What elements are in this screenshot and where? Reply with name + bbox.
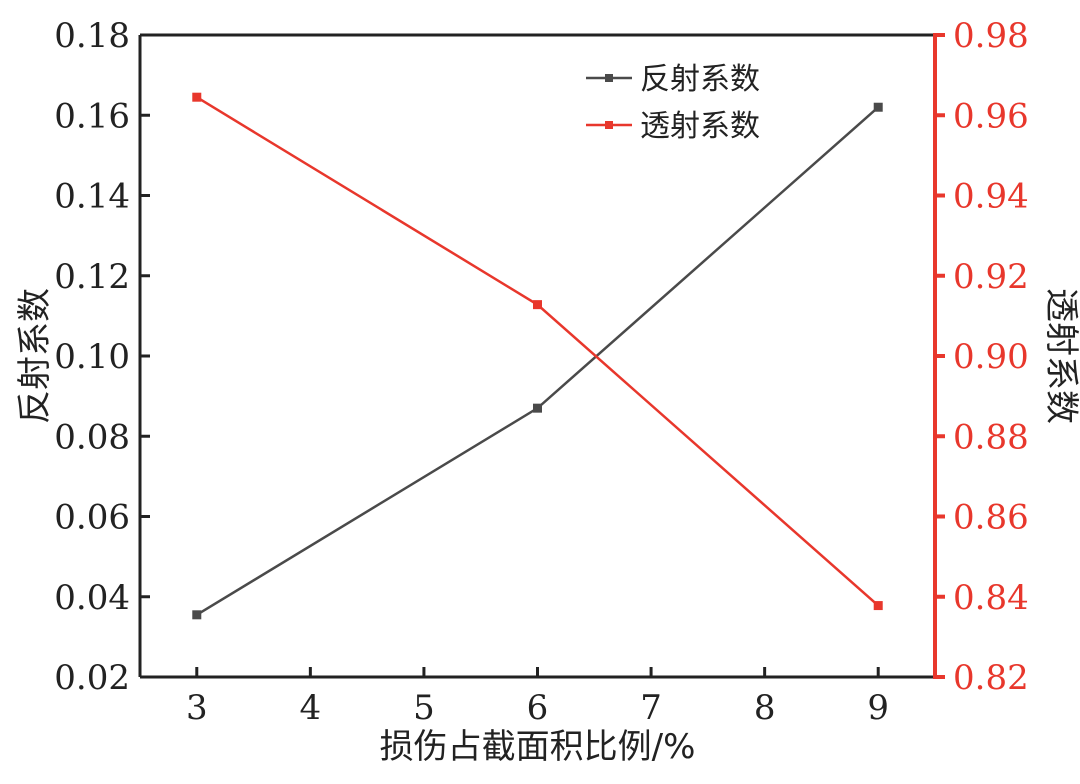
y-axis-right: 0.82 0.84 0.86 0.88 0.90 0.92 0.94 0.96 0.98: [933, 16, 1029, 698]
x-tick-label: 5: [413, 688, 435, 728]
data-point-reflection: [192, 610, 202, 620]
x-axis-title: 损伤占截面积比例/%: [380, 727, 696, 767]
legend: 反射系数 透射系数: [586, 62, 760, 144]
right-y-tick-label: 0.84: [953, 578, 1029, 618]
x-axis: 3 4 5 6 7 8 9: [186, 667, 889, 728]
x-tick-label: 7: [640, 688, 662, 728]
series-line-reflection: [196, 106, 880, 616]
right-y-tick-label: 0.96: [953, 96, 1029, 136]
right-y-axis-title: 透射系数: [1041, 288, 1080, 424]
x-tick-label: 6: [527, 688, 549, 728]
left-y-tick-label: 0.06: [54, 498, 130, 538]
right-y-tick-label: 0.90: [953, 337, 1029, 377]
series-line-transmission: [196, 96, 880, 607]
data-point-transmission: [873, 601, 883, 611]
data-point-reflection: [533, 403, 542, 413]
left-y-tick-label: 0.16: [54, 96, 130, 136]
right-y-tick-label: 0.86: [953, 498, 1029, 538]
left-y-tick-label: 0.04: [54, 578, 130, 618]
data-point-transmission: [533, 300, 542, 310]
left-y-tick-label: 0.14: [54, 177, 130, 217]
left-y-tick-label: 0.18: [54, 16, 130, 56]
data-point-reflection: [873, 102, 883, 112]
x-tick-label: 9: [867, 688, 889, 728]
x-tick-label: 3: [186, 688, 208, 728]
left-y-tick-label: 0.12: [54, 257, 130, 297]
legend-label-reflection: 反射系数: [640, 62, 760, 97]
right-y-tick-label: 0.98: [953, 16, 1029, 56]
right-y-tick-label: 0.92: [953, 257, 1029, 297]
left-y-tick-label: 0.10: [54, 337, 130, 377]
left-y-tick-label: 0.08: [54, 417, 130, 457]
right-y-tick-label: 0.88: [953, 417, 1029, 457]
plot-frame: [138, 33, 937, 679]
legend-marker-reflection: [605, 74, 613, 82]
left-y-tick-label: 0.02: [54, 658, 130, 698]
right-y-tick-label: 0.82: [953, 658, 1029, 698]
legend-label-transmission: 透射系数: [640, 109, 760, 144]
right-y-tick-label: 0.94: [953, 177, 1029, 217]
legend-marker-transmission: [605, 121, 613, 129]
data-point-transmission: [192, 92, 202, 102]
x-tick-label: 4: [300, 688, 322, 728]
left-y-axis-title: 反射系数: [15, 288, 55, 424]
y-axis-left: 0.02 0.04 0.06 0.08 0.10 0.12 0.14 0.16 0.18: [54, 16, 150, 698]
series-layer: [192, 92, 883, 620]
x-tick-label: 8: [754, 688, 776, 728]
